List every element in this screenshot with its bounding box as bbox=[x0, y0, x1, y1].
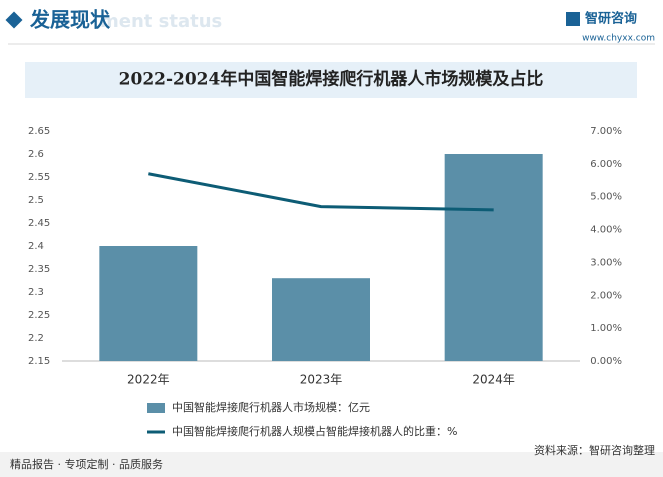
x-tick-label: 2022年 bbox=[127, 373, 170, 387]
brand-name: 智研咨询 bbox=[585, 11, 637, 27]
y-tick-label: 2.5 bbox=[28, 195, 44, 206]
y2-tick-label: 2.00% bbox=[590, 290, 622, 301]
y2-tick-label: 4.00% bbox=[590, 225, 622, 236]
header-subtitle: ment status bbox=[100, 11, 222, 32]
bar bbox=[99, 246, 198, 361]
y2-tick-label: 1.00% bbox=[590, 323, 622, 334]
y2-tick-label: 7.00% bbox=[590, 126, 622, 137]
y2-tick-label: 0.00% bbox=[590, 356, 622, 367]
y-tick-label: 2.15 bbox=[28, 356, 50, 367]
y-tick-label: 2.55 bbox=[28, 172, 50, 183]
y-tick-label: 2.25 bbox=[28, 310, 50, 321]
y-tick-label: 2.3 bbox=[28, 287, 44, 298]
footer-text: 精品报告 · 专项定制 · 品质服务 bbox=[10, 457, 163, 471]
legend-swatch bbox=[147, 403, 165, 413]
bar bbox=[444, 154, 543, 361]
footer-band bbox=[0, 452, 663, 477]
source-text: 资料来源：智研咨询整理 bbox=[534, 443, 655, 457]
y-tick-label: 2.4 bbox=[28, 241, 44, 252]
chart-title: 2022-2024年中国智能焊接爬行机器人市场规模及占比 bbox=[119, 69, 544, 90]
title-band bbox=[25, 62, 637, 98]
y-tick-label: 2.65 bbox=[28, 126, 50, 137]
y2-tick-label: 6.00% bbox=[590, 159, 622, 170]
x-tick-label: 2024年 bbox=[472, 373, 515, 387]
line bbox=[148, 172, 494, 212]
y-tick-label: 2.2 bbox=[28, 333, 44, 344]
legend-label: 中国智能焊接爬行机器人市场规模：亿元 bbox=[172, 400, 370, 414]
y-tick-label: 2.45 bbox=[28, 218, 50, 229]
x-tick-label: 2023年 bbox=[300, 373, 343, 387]
bar bbox=[272, 278, 370, 361]
y2-tick-label: 5.00% bbox=[590, 192, 622, 203]
brand-logo bbox=[566, 12, 580, 26]
brand-url: www.chyxx.com bbox=[582, 34, 655, 44]
legend-label: 中国智能焊接爬行机器人规模占智能焊接机器人的比重：% bbox=[172, 424, 457, 438]
header-title: 发展现状 bbox=[29, 8, 111, 32]
y-tick-label: 2.35 bbox=[28, 264, 50, 275]
y-tick-label: 2.6 bbox=[28, 149, 44, 160]
y2-tick-label: 3.00% bbox=[590, 257, 622, 268]
